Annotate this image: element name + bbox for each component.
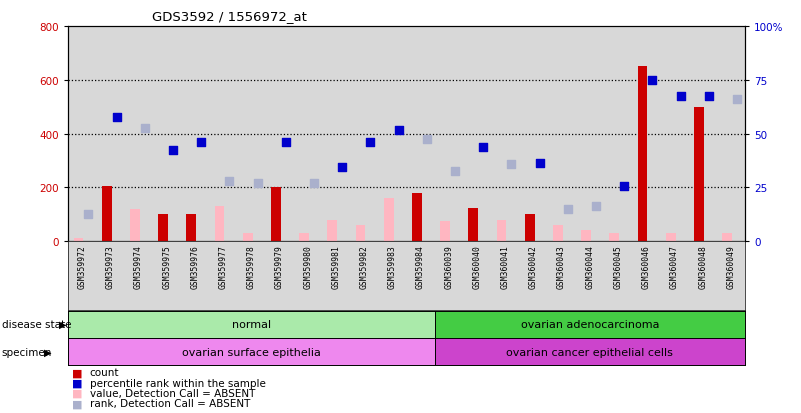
Point <box>421 136 433 143</box>
Text: GSM360048: GSM360048 <box>698 244 707 288</box>
Text: ovarian cancer epithelial cells: ovarian cancer epithelial cells <box>506 347 674 357</box>
Text: GSM360044: GSM360044 <box>586 244 594 288</box>
Text: GSM360042: GSM360042 <box>529 244 538 288</box>
Bar <box>469 208 478 242</box>
Bar <box>271 188 281 242</box>
Text: GSM360045: GSM360045 <box>614 244 622 288</box>
Text: ■: ■ <box>72 399 83 408</box>
Bar <box>130 209 140 242</box>
Point <box>646 77 659 84</box>
Text: specimen: specimen <box>2 347 52 357</box>
Point <box>280 139 292 146</box>
Point <box>477 144 489 151</box>
Text: GSM360041: GSM360041 <box>501 244 509 288</box>
Point <box>252 180 264 187</box>
Point <box>590 204 602 210</box>
Bar <box>441 221 450 242</box>
Point <box>533 160 546 167</box>
Bar <box>525 215 535 242</box>
Text: GSM359975: GSM359975 <box>163 244 171 288</box>
Text: ovarian adenocarcinoma: ovarian adenocarcinoma <box>521 319 659 330</box>
Point <box>336 164 348 171</box>
Point <box>674 93 687 100</box>
Point <box>82 211 95 218</box>
Bar <box>638 67 647 242</box>
Text: GSM359977: GSM359977 <box>219 244 227 288</box>
Text: ■: ■ <box>72 388 83 398</box>
Bar <box>435 311 745 338</box>
Text: GSM360040: GSM360040 <box>473 244 481 288</box>
Bar <box>435 339 745 366</box>
Text: count: count <box>90 368 119 377</box>
Text: GSM359980: GSM359980 <box>304 244 312 288</box>
Bar <box>74 239 83 242</box>
Text: disease state: disease state <box>2 319 71 330</box>
Text: GSM359982: GSM359982 <box>360 244 368 288</box>
Text: ovarian surface epithelia: ovarian surface epithelia <box>182 347 321 357</box>
Bar <box>68 339 435 366</box>
Point <box>308 180 320 187</box>
Text: GSM359983: GSM359983 <box>388 244 397 288</box>
Text: GSM360043: GSM360043 <box>557 244 566 288</box>
Point <box>392 127 405 133</box>
Text: GSM359972: GSM359972 <box>78 244 87 288</box>
Bar <box>582 231 591 242</box>
Text: GSM359974: GSM359974 <box>134 244 143 288</box>
Text: GSM359979: GSM359979 <box>275 244 284 288</box>
Point <box>702 93 715 100</box>
Text: GSM360039: GSM360039 <box>445 244 453 288</box>
Point <box>223 178 235 185</box>
Bar <box>158 215 168 242</box>
Text: ▶: ▶ <box>44 347 51 357</box>
Bar <box>666 234 676 242</box>
Point <box>731 96 743 102</box>
Bar <box>215 206 224 242</box>
Bar <box>243 234 252 242</box>
Text: GDS3592 / 1556972_at: GDS3592 / 1556972_at <box>152 10 307 23</box>
Text: GSM359976: GSM359976 <box>191 244 199 288</box>
Point <box>195 139 207 146</box>
Text: GSM360049: GSM360049 <box>727 244 735 288</box>
Text: GSM359973: GSM359973 <box>106 244 115 288</box>
Bar <box>356 225 365 242</box>
Text: GSM360047: GSM360047 <box>670 244 679 288</box>
Text: value, Detection Call = ABSENT: value, Detection Call = ABSENT <box>90 388 255 398</box>
Bar <box>412 193 422 242</box>
Bar <box>328 220 337 242</box>
Point <box>167 147 179 154</box>
Bar <box>300 234 309 242</box>
Text: ■: ■ <box>72 378 83 388</box>
Bar <box>384 199 393 242</box>
Text: ▶: ▶ <box>58 319 66 330</box>
Bar <box>187 215 196 242</box>
Bar <box>102 187 111 242</box>
Point <box>562 206 574 213</box>
Point <box>139 126 151 132</box>
Text: ■: ■ <box>72 368 83 377</box>
Text: GSM360046: GSM360046 <box>642 244 650 288</box>
Bar <box>723 234 732 242</box>
Point <box>111 115 123 121</box>
Text: GSM359978: GSM359978 <box>247 244 256 288</box>
Text: percentile rank within the sample: percentile rank within the sample <box>90 378 266 388</box>
Point <box>618 183 630 190</box>
Bar <box>694 107 704 242</box>
Text: GSM359984: GSM359984 <box>416 244 425 288</box>
Text: GSM359981: GSM359981 <box>332 244 340 288</box>
Text: rank, Detection Call = ABSENT: rank, Detection Call = ABSENT <box>90 399 250 408</box>
Bar <box>497 220 506 242</box>
Bar <box>553 225 563 242</box>
Point <box>505 162 517 169</box>
Bar <box>610 234 619 242</box>
Text: normal: normal <box>231 319 271 330</box>
Bar <box>68 311 435 338</box>
Point <box>449 169 461 175</box>
Point <box>364 139 376 146</box>
